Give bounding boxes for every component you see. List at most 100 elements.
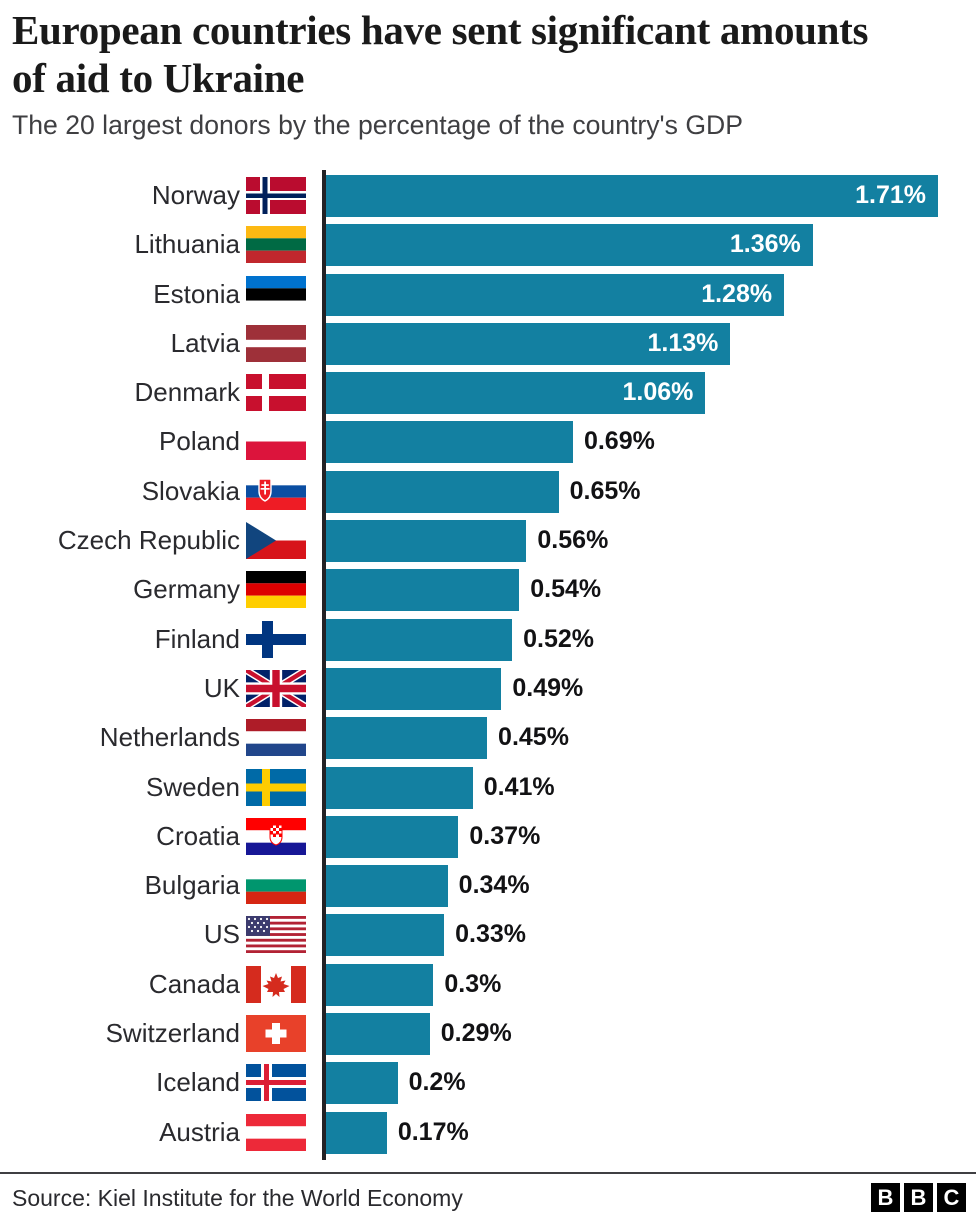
footer-divider xyxy=(0,1172,976,1174)
bar-container: 0.69% xyxy=(326,421,655,464)
bbc-logo-letter: C xyxy=(937,1183,966,1212)
bar-row: Switzerland 0.29% xyxy=(0,1010,976,1059)
chart-subtitle: The 20 largest donors by the percentage … xyxy=(12,110,743,140)
bar-value-label: 1.06% xyxy=(622,378,694,407)
bar-row: Slovakia 0.65% xyxy=(0,468,976,517)
switzerland-flag xyxy=(246,1015,306,1053)
bar-row: Norway 1.71% xyxy=(0,172,976,221)
bar-chart-plot: Norway 1.71% Lithuania 1.36% Estonia 1.28% Lat… xyxy=(0,170,976,1162)
bar-container: 0.52% xyxy=(326,618,594,661)
bar xyxy=(326,667,502,710)
bar-container: 0.29% xyxy=(326,1013,512,1056)
bar-row: Denmark 1.06% xyxy=(0,369,976,418)
country-label: Austria xyxy=(159,1116,240,1147)
poland-flag xyxy=(246,423,306,461)
netherlands-flag xyxy=(246,719,306,757)
bar-container: 0.65% xyxy=(326,470,641,513)
bar-row: Iceland 0.2% xyxy=(0,1059,976,1108)
germany-flag xyxy=(246,571,306,609)
bar-value-label: 0.54% xyxy=(530,575,602,604)
bar-row: Canada 0.3% xyxy=(0,961,976,1010)
bar xyxy=(326,175,938,217)
denmark-flag xyxy=(246,374,306,412)
bar-value-label: 1.28% xyxy=(701,279,773,308)
country-label: Czech Republic xyxy=(57,525,240,556)
bar-container: 0.37% xyxy=(326,815,540,858)
bar-value-label: 0.65% xyxy=(569,476,641,505)
country-label: Croatia xyxy=(156,820,240,851)
bar-value-label: 0.45% xyxy=(498,723,569,752)
uk-flag xyxy=(246,669,306,707)
bar xyxy=(326,766,473,809)
bar-container: 1.13% xyxy=(326,322,731,365)
country-label: Bulgaria xyxy=(144,870,240,901)
bar-value-label: 0.34% xyxy=(458,871,530,900)
bar-container: 0.56% xyxy=(326,520,608,563)
bar-container: 1.06% xyxy=(326,372,706,415)
bar-row: Sweden 0.41% xyxy=(0,764,976,813)
country-label: Lithuania xyxy=(134,229,240,260)
bar xyxy=(326,520,527,563)
bar-container: 0.3% xyxy=(326,963,501,1006)
bar-rows: Norway 1.71% Lithuania 1.36% Estonia 1.28% Lat… xyxy=(0,172,976,1158)
bar-row: Austria 0.17% xyxy=(0,1109,976,1158)
bar-container: 0.33% xyxy=(326,914,526,957)
country-label: Netherlands xyxy=(99,722,240,753)
norway-flag xyxy=(246,177,306,214)
country-label: Latvia xyxy=(170,327,240,358)
bar xyxy=(326,322,731,365)
country-label: Poland xyxy=(159,426,240,457)
canada-flag xyxy=(246,965,306,1003)
bar-value-label: 0.56% xyxy=(537,526,609,555)
austria-flag xyxy=(246,1113,306,1151)
bar-row: US 0.33% xyxy=(0,911,976,960)
bar-container: 0.34% xyxy=(326,865,530,908)
bar-row: Netherlands 0.45% xyxy=(0,714,976,763)
bar xyxy=(326,372,706,415)
bar xyxy=(326,914,445,957)
bar-value-label: 1.71% xyxy=(855,181,926,209)
bar xyxy=(326,865,448,908)
country-label: Estonia xyxy=(153,278,240,309)
bar-value-label: 0.41% xyxy=(483,772,555,801)
bar xyxy=(326,1013,430,1056)
bar-value-label: 0.69% xyxy=(583,427,655,456)
bar xyxy=(326,815,459,858)
bar-row: Poland 0.69% xyxy=(0,418,976,467)
country-label: Switzerland xyxy=(105,1018,240,1049)
bar-value-label: 0.17% xyxy=(397,1117,469,1146)
bar-row: Croatia 0.37% xyxy=(0,813,976,862)
us-flag xyxy=(246,916,306,954)
country-label: Sweden xyxy=(146,771,240,802)
bar-row: Bulgaria 0.34% xyxy=(0,862,976,911)
estonia-flag xyxy=(246,275,306,313)
bar-row: Finland 0.52% xyxy=(0,616,976,665)
sweden-flag xyxy=(246,768,306,806)
country-label: Germany xyxy=(133,574,240,605)
country-label: US xyxy=(203,919,240,950)
bar-value-label: 0.3% xyxy=(444,969,502,998)
bar-value-label: 0.33% xyxy=(455,920,526,949)
bar-container: 1.71% xyxy=(326,175,938,217)
czech-republic-flag xyxy=(246,522,306,560)
finland-flag xyxy=(246,620,306,658)
bar-container: 0.45% xyxy=(326,717,569,760)
bar-container: 0.49% xyxy=(326,667,583,710)
bar xyxy=(326,569,520,612)
bar xyxy=(326,1062,398,1105)
bar xyxy=(326,421,573,464)
source-note: Source: Kiel Institute for the World Eco… xyxy=(12,1185,463,1211)
croatia-flag xyxy=(246,817,306,855)
bulgaria-flag xyxy=(246,867,306,905)
bar-row: Latvia 1.13% xyxy=(0,320,976,369)
bar-container: 0.41% xyxy=(326,766,555,809)
country-label: Norway xyxy=(151,180,240,210)
bbc-logo-letter: B xyxy=(904,1183,933,1212)
bar-value-label: 1.36% xyxy=(729,230,801,259)
bar xyxy=(326,470,559,513)
bar xyxy=(326,963,434,1006)
country-label: Slovakia xyxy=(141,475,240,506)
bar xyxy=(326,618,513,661)
